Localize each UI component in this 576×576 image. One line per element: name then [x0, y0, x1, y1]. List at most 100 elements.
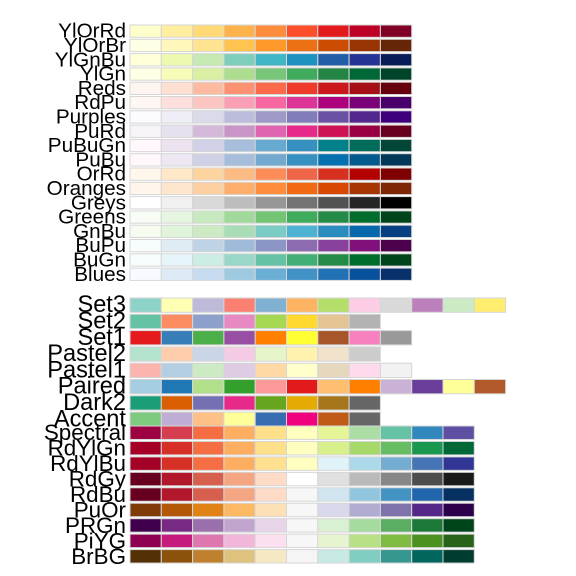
- color-swatch: [286, 239, 319, 253]
- palette-name-label: Reds: [78, 77, 126, 100]
- color-swatch: [223, 196, 256, 210]
- palette-row: RdYlBu: [50, 451, 475, 476]
- palette-name-label: Oranges: [47, 177, 126, 200]
- color-swatch: [223, 267, 256, 281]
- palette-name-label: Blues: [74, 263, 126, 286]
- color-swatch: [160, 456, 194, 471]
- color-swatch: [192, 440, 225, 456]
- color-swatch: [254, 362, 287, 379]
- color-swatch: [223, 395, 256, 411]
- color-swatch: [348, 456, 381, 471]
- color-swatch: [348, 330, 381, 346]
- palette-name-label: PuBu: [75, 148, 126, 171]
- color-swatch: [160, 346, 194, 362]
- palette-row: Oranges: [47, 177, 413, 200]
- color-swatch: [348, 53, 381, 67]
- color-swatch: [254, 110, 287, 124]
- palette-name-label: Greens: [58, 206, 126, 229]
- color-swatch: [192, 181, 225, 196]
- color-swatch: [192, 196, 225, 210]
- color-swatch: [317, 253, 350, 267]
- color-swatch: [286, 210, 319, 224]
- color-swatch: [348, 81, 381, 95]
- color-swatch: [254, 533, 287, 549]
- color-swatch: [129, 110, 162, 124]
- color-swatch: [379, 487, 413, 502]
- palette-name-label: Greys: [71, 191, 126, 214]
- palette-row: BuPu: [75, 234, 413, 257]
- color-swatch: [379, 224, 413, 238]
- color-swatch: [129, 411, 162, 427]
- color-swatch: [129, 313, 162, 330]
- color-swatch: [286, 138, 319, 153]
- color-swatch: [254, 210, 287, 224]
- color-swatch: [192, 153, 225, 167]
- palette-row: PuBu: [75, 148, 413, 171]
- color-swatch: [411, 487, 444, 502]
- color-swatch: [348, 297, 381, 313]
- palette-row: YlOrRd: [58, 20, 413, 43]
- color-swatch: [286, 110, 319, 124]
- palette-row: PiYG: [74, 528, 475, 553]
- color-swatch: [348, 124, 381, 138]
- color-swatch: [192, 471, 225, 487]
- color-swatch: [129, 210, 162, 224]
- color-swatch: [160, 411, 194, 427]
- color-swatch: [223, 167, 256, 181]
- color-swatch: [348, 110, 381, 124]
- palette-row: Greys: [71, 191, 413, 214]
- color-swatch: [223, 379, 256, 395]
- color-swatch: [254, 67, 287, 81]
- color-swatch: [160, 224, 194, 238]
- color-swatch: [129, 471, 162, 487]
- palette-name-label: Accent: [54, 406, 127, 432]
- color-swatch: [160, 239, 194, 253]
- palette-name-label: PiYG: [74, 528, 126, 553]
- palette-row: Greens: [58, 206, 413, 229]
- color-swatch: [379, 153, 413, 167]
- color-swatch: [160, 181, 194, 196]
- color-swatch: [192, 253, 225, 267]
- color-swatch: [160, 487, 194, 502]
- color-swatch: [348, 210, 381, 224]
- color-swatch: [129, 53, 162, 67]
- color-swatch: [160, 471, 194, 487]
- color-swatch: [286, 313, 319, 330]
- color-swatch: [379, 425, 413, 440]
- color-swatch: [286, 362, 319, 379]
- color-swatch: [442, 487, 475, 502]
- color-swatch: [411, 297, 444, 313]
- palette-name-label: Dark2: [63, 390, 126, 416]
- color-swatch: [192, 38, 225, 53]
- color-swatch: [192, 518, 225, 533]
- color-swatch: [317, 362, 350, 379]
- color-swatch: [317, 124, 350, 138]
- color-swatch: [254, 81, 287, 95]
- color-swatch: [254, 24, 287, 38]
- color-swatch: [254, 379, 287, 395]
- color-swatch: [129, 181, 162, 196]
- color-swatch: [254, 138, 287, 153]
- color-swatch: [160, 533, 194, 549]
- color-swatch: [379, 196, 413, 210]
- color-swatch: [223, 502, 256, 518]
- palette-name-label: YlOrBr: [64, 34, 126, 57]
- palette-name-label: RdPu: [74, 91, 126, 114]
- color-swatch: [348, 518, 381, 533]
- color-swatch: [379, 330, 413, 346]
- color-swatch: [254, 267, 287, 281]
- color-swatch: [160, 297, 194, 313]
- color-swatch: [442, 456, 475, 471]
- color-swatch: [254, 124, 287, 138]
- color-swatch: [348, 267, 381, 281]
- color-swatch: [223, 549, 256, 564]
- color-swatch: [348, 440, 381, 456]
- color-swatch: [348, 167, 381, 181]
- color-swatch: [317, 297, 350, 313]
- color-swatch: [192, 487, 225, 502]
- color-swatch: [160, 549, 194, 564]
- color-swatch: [254, 518, 287, 533]
- color-swatch: [286, 425, 319, 440]
- palette-name-label: PuRd: [74, 120, 126, 143]
- palette-row: RdPu: [74, 91, 413, 114]
